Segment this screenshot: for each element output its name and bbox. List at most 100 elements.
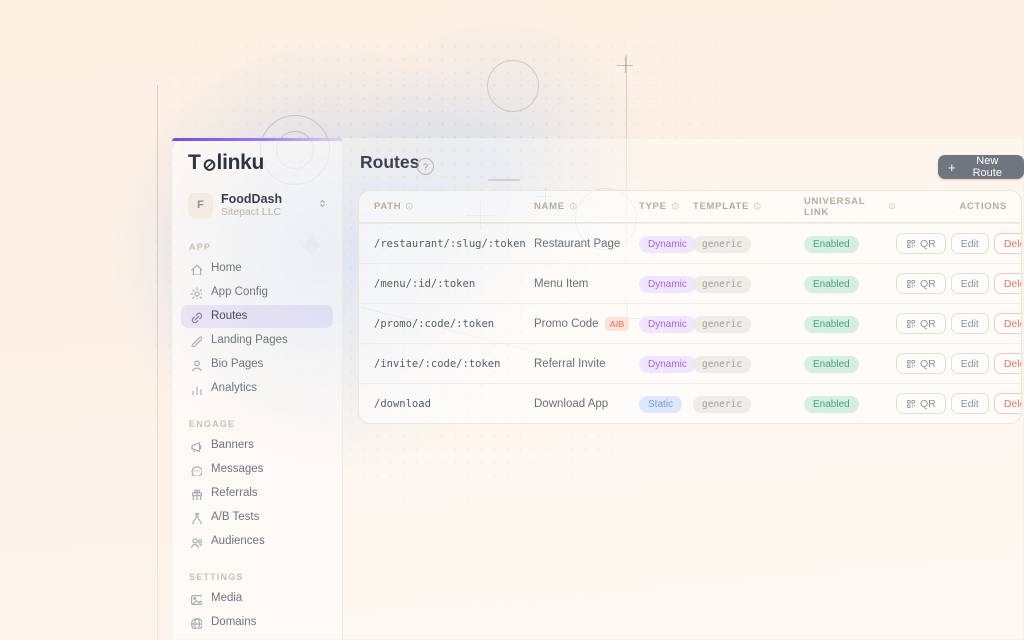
edit-button[interactable]: Edit bbox=[950, 273, 989, 294]
sidebar-spacer bbox=[172, 635, 342, 640]
route-name-text: Menu Item bbox=[534, 277, 589, 290]
qr-button[interactable]: QR bbox=[896, 273, 946, 294]
universal-link-badge: Enabled bbox=[804, 276, 859, 293]
workspace-info: FoodDash Sitepact LLC bbox=[221, 192, 282, 219]
route-name-text: Referral Invite bbox=[534, 357, 606, 370]
sidebar-item-landing-pages[interactable]: Landing Pages bbox=[181, 329, 333, 352]
row-actions: QR Edit Delete bbox=[896, 233, 1021, 254]
sidebar-item-home[interactable]: Home bbox=[181, 257, 333, 280]
workspace-org: Sitepact LLC bbox=[221, 206, 282, 219]
info-icon[interactable] bbox=[671, 202, 680, 211]
workspace-selector[interactable]: F FoodDash Sitepact LLC bbox=[184, 188, 332, 223]
qr-button[interactable]: QR bbox=[896, 393, 946, 414]
sidebar-item-routes[interactable]: Routes bbox=[181, 304, 333, 328]
qr-icon bbox=[907, 399, 915, 408]
route-path: /download bbox=[374, 397, 431, 410]
chevrons-up-down-icon bbox=[317, 196, 328, 214]
info-icon[interactable] bbox=[405, 202, 414, 211]
sidebar-item-label: Home bbox=[211, 262, 242, 275]
type-badge: Static bbox=[639, 396, 683, 413]
page-title: Routes bbox=[360, 152, 420, 172]
help-badge[interactable]: ? bbox=[417, 158, 434, 175]
delete-button[interactable]: Delete bbox=[993, 273, 1021, 294]
logo-text-prefix: T bbox=[188, 151, 201, 174]
route-name: Promo Code A/B bbox=[534, 316, 639, 331]
table-row: /invite/:code/:token Referral Invite Dyn… bbox=[359, 343, 1021, 383]
edit-button[interactable]: Edit bbox=[950, 393, 989, 414]
sidebar-item-messages[interactable]: Messages bbox=[181, 458, 333, 481]
users-icon bbox=[191, 538, 202, 548]
sidebar-item-bio-pages[interactable]: Bio Pages bbox=[181, 353, 333, 376]
template-badge: generic bbox=[693, 356, 752, 373]
delete-button[interactable]: Delete bbox=[993, 313, 1021, 334]
route-path: /restaurant/:slug/:token bbox=[374, 237, 526, 250]
qr-icon bbox=[907, 279, 915, 288]
flask-icon bbox=[192, 512, 202, 524]
routes-table: PATH NAME TYPE TEMPLATE UNIVERSAL LINK A… bbox=[358, 190, 1022, 424]
info-icon[interactable] bbox=[753, 202, 762, 211]
column-label: UNIVERSAL LINK bbox=[804, 195, 866, 218]
delete-button[interactable]: Delete bbox=[993, 393, 1021, 414]
qr-button[interactable]: QR bbox=[896, 233, 946, 254]
route-name: Download App bbox=[534, 398, 639, 410]
app-logo: T linku bbox=[188, 151, 342, 175]
column-label: PATH bbox=[374, 201, 402, 212]
sidebar-item-analytics[interactable]: Analytics bbox=[181, 377, 333, 400]
globe-icon bbox=[191, 617, 202, 629]
table-row: /restaurant/:slug/:token Restaurant Page… bbox=[359, 223, 1021, 263]
edit-button[interactable]: Edit bbox=[950, 233, 989, 254]
table-row: /promo/:code/:token Promo Code A/B Dynam… bbox=[359, 303, 1021, 343]
qr-icon bbox=[907, 319, 915, 328]
type-badge: Dynamic bbox=[639, 316, 696, 333]
qr-label: QR bbox=[920, 397, 936, 410]
chat-icon bbox=[191, 466, 202, 476]
info-icon[interactable] bbox=[569, 202, 578, 211]
qr-button[interactable]: QR bbox=[896, 353, 946, 374]
sidebar-item-ab-tests[interactable]: A/B Tests bbox=[181, 506, 333, 529]
edit-button[interactable]: Edit bbox=[950, 353, 989, 374]
sidebar-item-media[interactable]: Media bbox=[181, 587, 333, 610]
logo-link-icon bbox=[203, 158, 215, 171]
sidebar-item-banners[interactable]: Banners bbox=[181, 434, 333, 457]
route-name-text: Restaurant Page bbox=[534, 237, 621, 250]
sidebar-item-label: Landing Pages bbox=[211, 334, 288, 347]
type-badge: Dynamic bbox=[639, 236, 696, 253]
sidebar-item-app-config[interactable]: App Config bbox=[181, 281, 333, 304]
column-header-actions: ACTIONS bbox=[896, 201, 1007, 212]
sidebar-section-engage: ENGAGE bbox=[189, 418, 236, 429]
sidebar-item-label: Banners bbox=[211, 439, 254, 452]
sidebar-accent-bar bbox=[172, 138, 342, 141]
qr-button[interactable]: QR bbox=[896, 313, 946, 334]
gift-icon bbox=[192, 489, 202, 500]
new-route-label: New Route bbox=[972, 155, 1002, 179]
image-icon bbox=[191, 594, 202, 605]
sidebar: T linku F FoodDash Sitepact LLC APP Home… bbox=[172, 138, 343, 640]
sidebar-item-referrals[interactable]: Referrals bbox=[181, 482, 333, 505]
sidebar-item-label: Analytics bbox=[211, 382, 258, 395]
sidebar-item-label: Bio Pages bbox=[211, 358, 264, 371]
delete-button[interactable]: Delete bbox=[993, 233, 1021, 254]
workspace-name: FoodDash bbox=[221, 192, 283, 206]
gear-icon bbox=[190, 287, 202, 299]
bar-chart-icon bbox=[192, 386, 202, 395]
qr-label: QR bbox=[920, 277, 936, 290]
delete-button[interactable]: Delete bbox=[993, 353, 1021, 374]
type-badge: Dynamic bbox=[639, 356, 696, 373]
sidebar-item-label: Messages bbox=[211, 463, 264, 476]
column-label: TYPE bbox=[639, 201, 667, 212]
info-icon[interactable] bbox=[888, 202, 896, 211]
sidebar-item-domains[interactable]: Domains bbox=[181, 611, 333, 634]
new-route-button[interactable]: + New Route bbox=[938, 155, 1024, 179]
sidebar-item-label: App Config bbox=[211, 286, 268, 299]
edit-button[interactable]: Edit bbox=[950, 313, 989, 334]
megaphone-icon bbox=[191, 442, 202, 452]
sidebar-item-audiences[interactable]: Audiences bbox=[181, 530, 333, 553]
template-badge: generic bbox=[693, 276, 752, 293]
column-header-name: NAME bbox=[534, 201, 639, 212]
qr-label: QR bbox=[920, 357, 936, 370]
column-label: NAME bbox=[534, 201, 565, 212]
pen-icon bbox=[191, 336, 202, 347]
workspace-avatar: F bbox=[188, 192, 213, 218]
sidebar-item-label: A/B Tests bbox=[211, 511, 260, 524]
home-icon bbox=[191, 264, 202, 275]
